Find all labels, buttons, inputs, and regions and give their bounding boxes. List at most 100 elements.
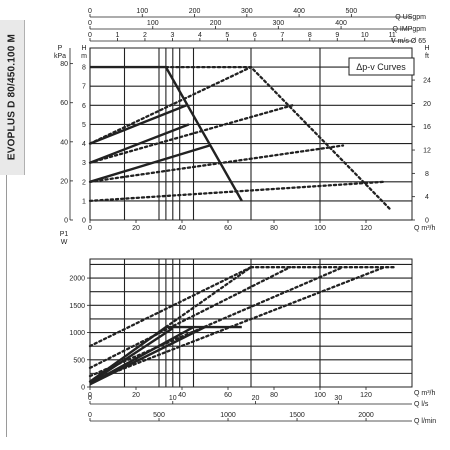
curve-line xyxy=(164,65,393,212)
m-tick-label: 5 xyxy=(82,122,86,129)
curve-line xyxy=(88,266,386,383)
top-axis-tick-label: 200 xyxy=(189,8,201,15)
curve-line xyxy=(88,65,253,145)
curve-line xyxy=(88,266,292,370)
y-tick-label: 2000 xyxy=(69,276,85,283)
x-tick-label: 120 xyxy=(360,225,372,232)
ft-tick-label: 16 xyxy=(423,124,431,131)
x-tick-label: 100 xyxy=(314,392,326,399)
top-axis-tick-label: 8 xyxy=(308,32,312,39)
top-axis-tick-label: 3 xyxy=(170,32,174,39)
series-title-panel: EVOPLUS D 80/450.100 M xyxy=(0,20,25,175)
top-axis-tick-label: 400 xyxy=(293,8,305,15)
y-tick-label: 1000 xyxy=(69,330,85,337)
curve-line xyxy=(88,144,345,183)
kpa-axis-unit: kPa xyxy=(54,53,66,60)
m-tick-label: 1 xyxy=(82,198,86,205)
x-tick-label: 40 xyxy=(178,392,186,399)
bottom-axis-tick-label: 2000 xyxy=(358,412,374,419)
top-axis-tick-label: 1 xyxy=(116,32,120,39)
top-axis-tick-label: 2 xyxy=(143,32,147,39)
ft-tick-label: 20 xyxy=(423,101,431,108)
bottom-axis-tick-label: 500 xyxy=(153,412,165,419)
top-axis-label: Q IMPgpm xyxy=(393,26,427,33)
top-axis-tick-label: 100 xyxy=(136,8,148,15)
curve-line xyxy=(89,327,174,384)
ft-axis-title: H xyxy=(424,45,429,52)
y-axis-title: P1 xyxy=(60,231,69,238)
top-axis-tick-label: 9 xyxy=(335,32,339,39)
x-tick-label: 80 xyxy=(270,225,278,232)
curve-line xyxy=(88,180,386,203)
m-tick-label: 8 xyxy=(82,65,86,72)
curve-line xyxy=(164,266,398,329)
kpa-tick-label: 0 xyxy=(64,218,68,225)
legend-label: Δp-v Curves xyxy=(356,62,406,72)
top-axis-tick-label: 400 xyxy=(335,20,347,27)
curve-line xyxy=(89,144,210,183)
m-tick-label: 7 xyxy=(82,84,86,91)
m-tick-label: 0 xyxy=(82,218,86,225)
m-tick-label: 4 xyxy=(82,141,86,148)
plot-frame xyxy=(89,47,413,221)
bottom-axis-tick-label: 1000 xyxy=(220,412,236,419)
x-axis-label: Q m³/h xyxy=(414,225,435,232)
kpa-tick-label: 80 xyxy=(60,61,68,68)
kpa-tick-label: 60 xyxy=(60,100,68,107)
x-tick-label: 20 xyxy=(132,225,140,232)
x-tick-label: 80 xyxy=(270,392,278,399)
m-tick-label: 3 xyxy=(82,160,86,167)
x-tick-label: 0 xyxy=(88,392,92,399)
top-axis-label: V m/s Ø 65 xyxy=(391,38,426,45)
x-axis-label: Q m³/h xyxy=(414,390,435,397)
x-tick-label: 120 xyxy=(360,392,372,399)
x-tick-label: 60 xyxy=(224,392,232,399)
ft-axis-unit: ft xyxy=(425,53,429,60)
bottom-axis-tick-label: 10 xyxy=(169,395,177,402)
top-axis-tick-label: 5 xyxy=(225,32,229,39)
m-axis-title: H xyxy=(81,45,86,52)
kpa-tick-label: 40 xyxy=(60,139,68,146)
top-axis-tick-label: 10 xyxy=(361,32,369,39)
x-tick-label: 40 xyxy=(178,225,186,232)
bottom-axis-label: Q l/min xyxy=(414,418,436,425)
ft-tick-label: 24 xyxy=(423,78,431,85)
kpa-axis-title: P xyxy=(58,45,63,52)
x-tick-label: 100 xyxy=(314,225,326,232)
legend-box: Δp-v Curves xyxy=(348,57,415,76)
bottom-axis-tick-label: 30 xyxy=(334,395,342,402)
bottom-axis-tick-label: 0 xyxy=(88,412,92,419)
curve-line xyxy=(89,123,190,164)
top-axis-tick-label: 300 xyxy=(272,20,284,27)
bottom-axis-tick-label: 1500 xyxy=(289,412,305,419)
top-axis-tick-label: 6 xyxy=(253,32,257,39)
curve-line xyxy=(88,266,345,378)
kpa-tick-label: 20 xyxy=(60,178,68,185)
m-axis-unit: m xyxy=(81,53,87,60)
curve-line xyxy=(88,266,253,348)
top-axis-tick-label: 0 xyxy=(88,20,92,27)
ft-tick-label: 4 xyxy=(425,194,429,201)
ft-tick-label: 8 xyxy=(425,171,429,178)
x-tick-label: 60 xyxy=(224,225,232,232)
m-tick-label: 6 xyxy=(82,103,86,110)
y-tick-label: 500 xyxy=(73,357,85,364)
top-axis-tick-label: 100 xyxy=(147,20,159,27)
side-divider xyxy=(6,175,7,437)
m-tick-label: 2 xyxy=(82,179,86,186)
ft-tick-label: 12 xyxy=(423,148,431,155)
bottom-axis-tick-label: 20 xyxy=(252,395,260,402)
top-axis-tick-label: 300 xyxy=(241,8,253,15)
plot-frame xyxy=(89,258,413,388)
bottom-axis-label: Q l/s xyxy=(414,401,429,408)
bottom-axis-tick-label: 0 xyxy=(88,395,92,402)
ft-tick-label: 0 xyxy=(425,218,429,225)
top-axis-tick-label: 0 xyxy=(88,32,92,39)
top-axis-tick-label: 0 xyxy=(88,8,92,15)
curve-line xyxy=(88,104,294,164)
x-tick-label: 20 xyxy=(132,392,140,399)
x-tick-label: 0 xyxy=(88,225,92,232)
